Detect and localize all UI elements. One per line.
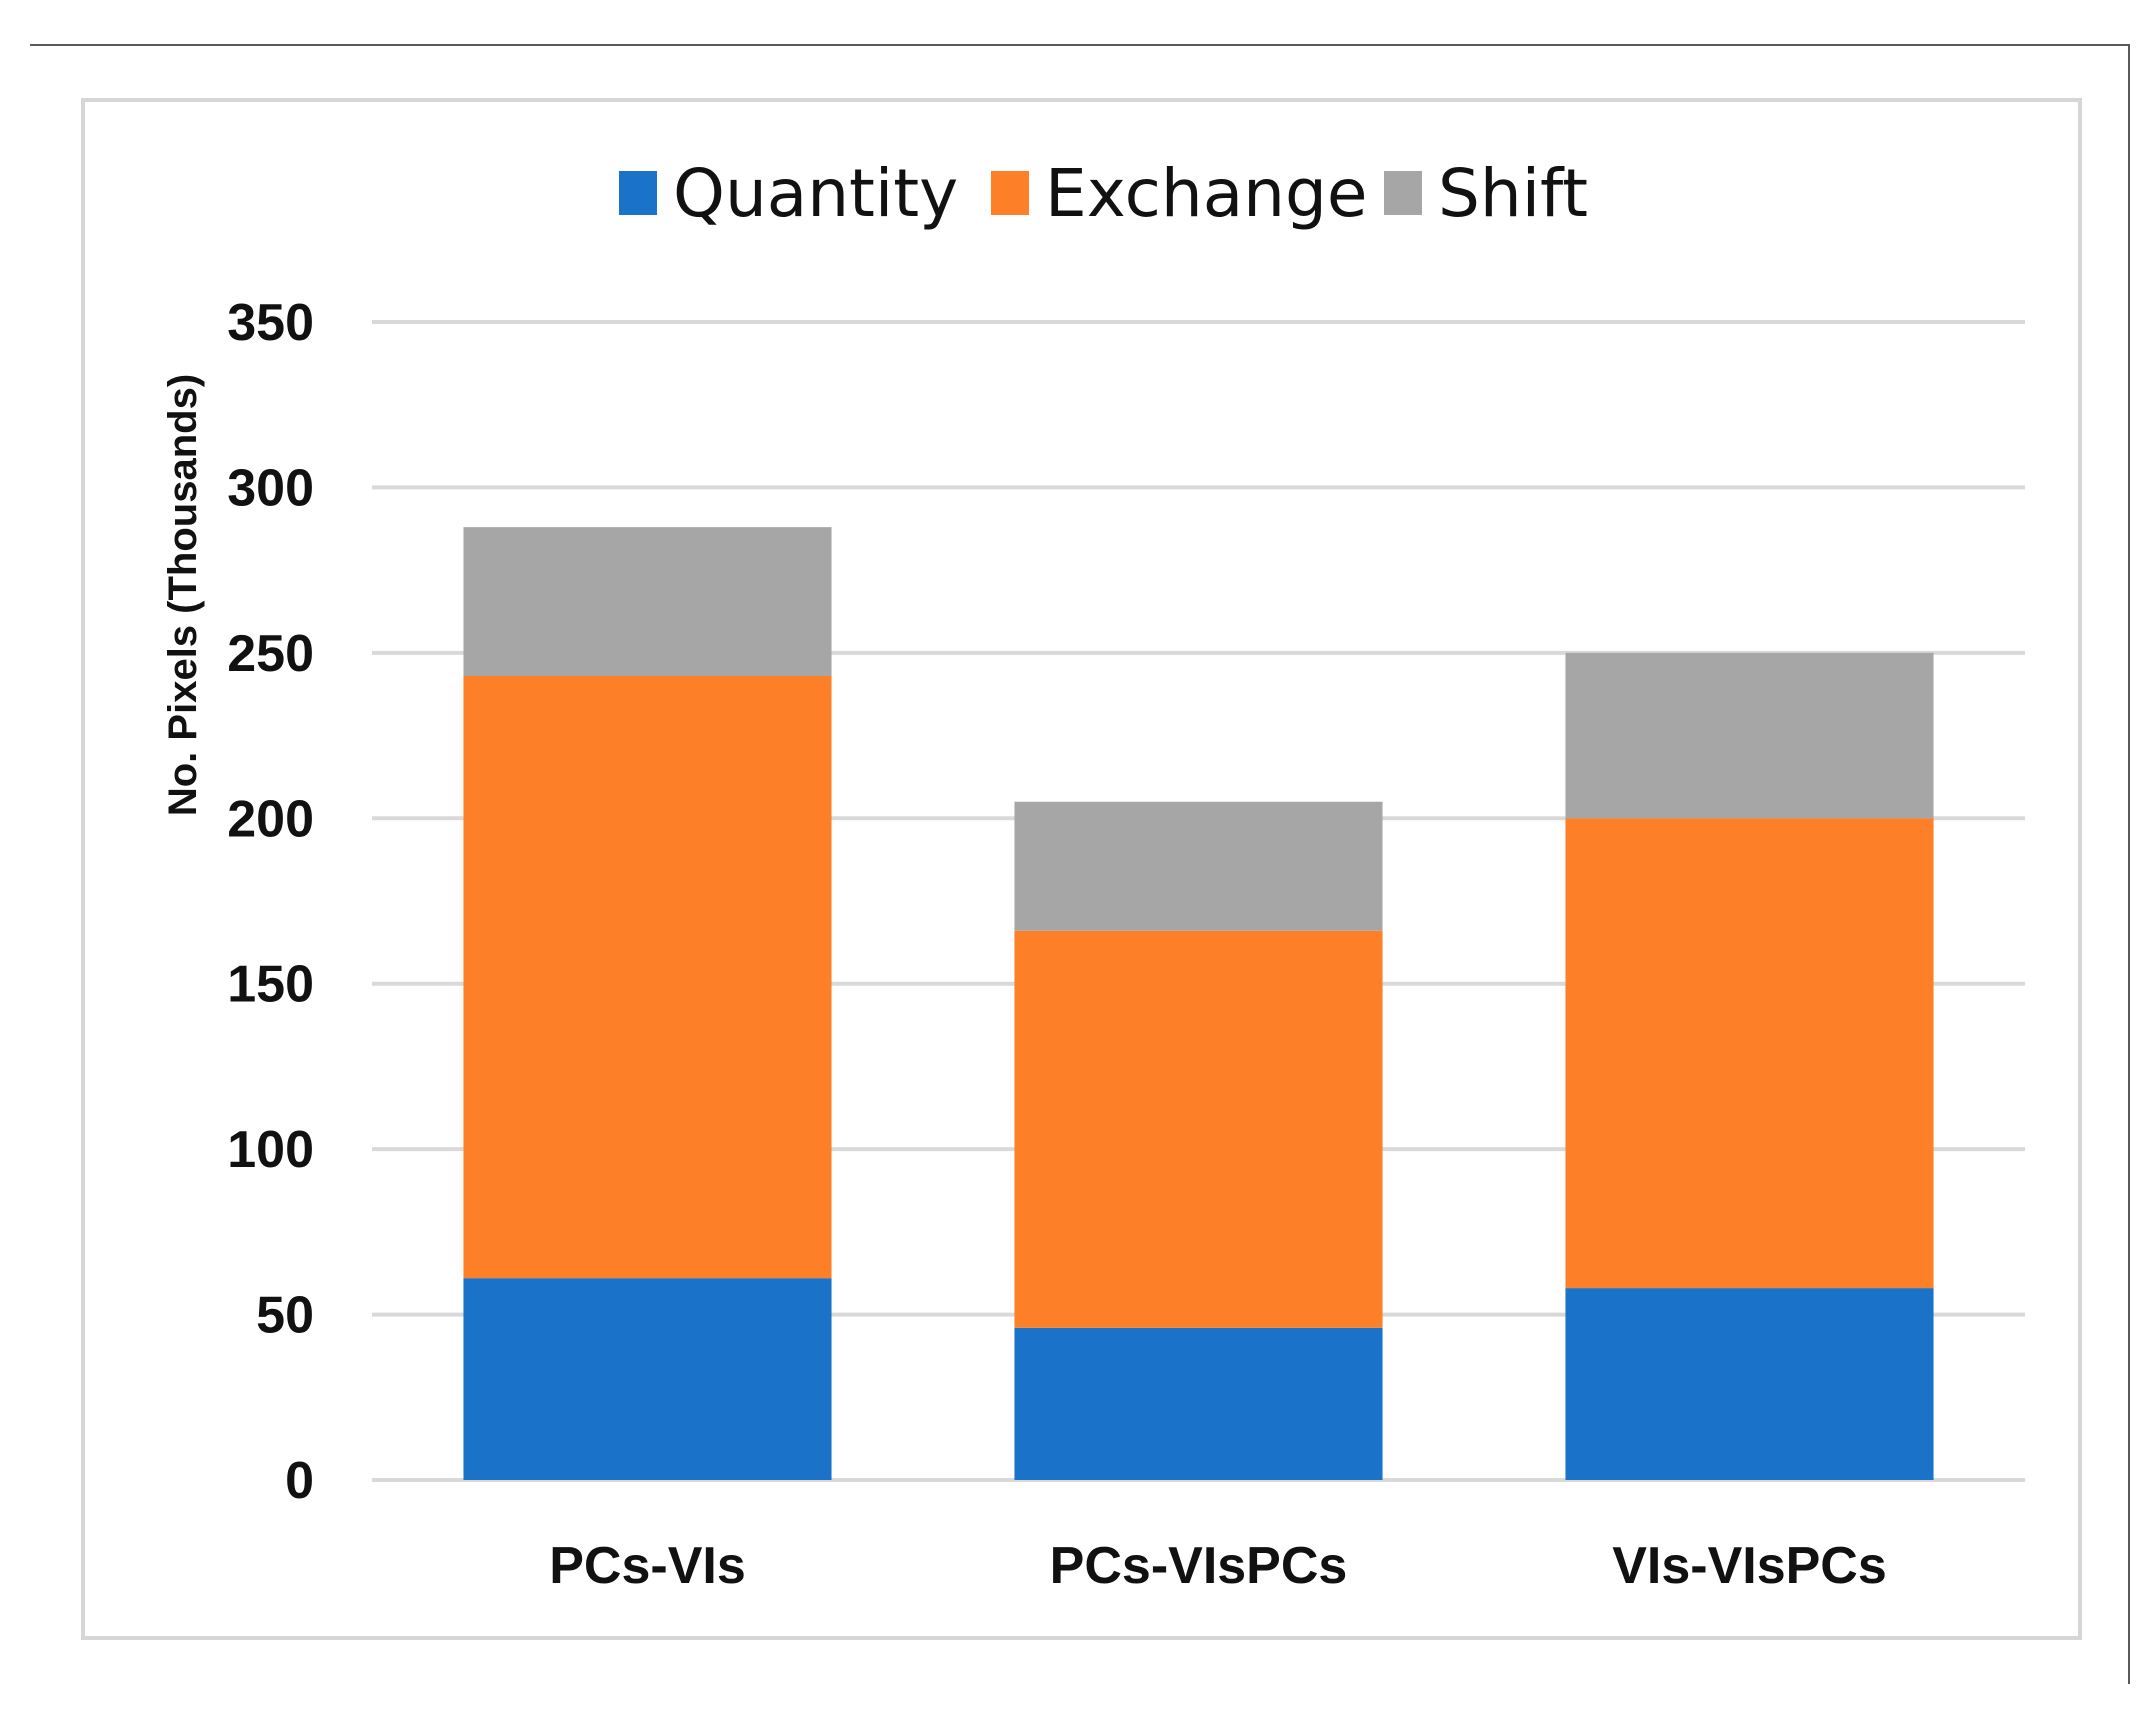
x-category-labels: PCs-VIs PCs-VIsPCs VIs-VIsPCs <box>549 1537 1887 1595</box>
bars <box>463 527 1934 1480</box>
x-category-label: PCs-VIs <box>549 1537 746 1595</box>
y-tick-label: 300 <box>227 459 314 517</box>
x-category-label: PCs-VIsPCs <box>1050 1537 1348 1595</box>
bar-shift-pcs-vis <box>463 527 832 677</box>
bar-quantity-pcs-vis <box>463 1278 832 1480</box>
legend-swatch-exchange <box>991 171 1029 215</box>
legend-label-shift: Shift <box>1438 155 1588 232</box>
legend-swatch-quantity <box>619 171 657 215</box>
y-tick-label: 50 <box>256 1287 314 1345</box>
y-axis-title: No. Pixels (Thousands) <box>161 374 205 816</box>
y-tick-label: 250 <box>227 625 314 683</box>
y-tick-label: 150 <box>227 956 314 1014</box>
legend-label-exchange: Exchange <box>1045 155 1368 232</box>
right-frame-line <box>2128 44 2130 1684</box>
bar-exchange-pcs-vispcs <box>1014 930 1383 1328</box>
legend-swatch-shift <box>1384 171 1422 215</box>
bar-shift-vis-vispcs <box>1565 652 1934 819</box>
bar-quantity-pcs-vispcs <box>1014 1327 1383 1480</box>
y-tick-label: 100 <box>227 1121 314 1179</box>
top-frame-line <box>30 44 2130 46</box>
legend: Quantity Exchange Shift <box>619 155 1588 232</box>
legend-label-quantity: Quantity <box>673 155 958 232</box>
bar-exchange-pcs-vis <box>463 676 832 1279</box>
bar-shift-pcs-vispcs <box>1014 801 1383 931</box>
bar-exchange-vis-vispcs <box>1565 818 1934 1289</box>
y-tick-label: 0 <box>285 1452 314 1510</box>
bar-quantity-vis-vispcs <box>1565 1288 1934 1480</box>
x-category-label: VIs-VIsPCs <box>1612 1537 1887 1595</box>
y-tick-label: 200 <box>227 790 314 848</box>
y-tick-labels: 0 50 100 150 200 250 300 350 <box>227 294 314 1510</box>
y-tick-label: 350 <box>227 294 314 352</box>
